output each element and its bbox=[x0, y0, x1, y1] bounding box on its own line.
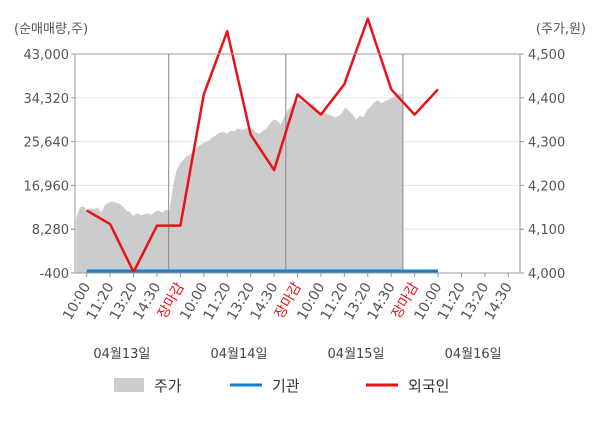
y-right-axis-label: (주가,원) bbox=[536, 22, 586, 37]
y-left-tick-label: 25,640 bbox=[24, 136, 70, 151]
price-area bbox=[76, 93, 403, 274]
y-left-tick-label: 16,960 bbox=[24, 179, 70, 194]
y-left-tick-label: 34,320 bbox=[24, 92, 70, 107]
y-right-tick-label: 4,500 bbox=[528, 48, 565, 63]
y-right-tick-label: 4,200 bbox=[528, 179, 565, 194]
legend: 주가 기관 외국인 bbox=[114, 377, 449, 395]
legend-price-swatch bbox=[114, 378, 144, 392]
date-label: 04월13일 bbox=[93, 347, 150, 362]
y-left-tick-label: 8,280 bbox=[32, 223, 69, 238]
y-right-tick-label: 4,000 bbox=[528, 267, 565, 282]
y-right-tick-label: 4,400 bbox=[528, 92, 565, 107]
y-right-tick-label: 4,100 bbox=[528, 223, 565, 238]
date-label: 04월15일 bbox=[328, 347, 385, 362]
date-labels: 04월13일 04월14일 04월15일 04월16일 bbox=[93, 347, 501, 362]
date-label: 04월14일 bbox=[210, 347, 267, 362]
y-right-ticks: 4,500 4,400 4,300 4,200 4,100 4,000 bbox=[528, 48, 565, 282]
legend-price-label: 주가 bbox=[154, 377, 182, 395]
y-right-tick-label: 4,300 bbox=[528, 136, 565, 151]
y-left-ticks: 43,000 34,320 25,640 16,960 8,280 -400 bbox=[24, 48, 70, 282]
y-left-axis-label: (순매매량,주) bbox=[14, 22, 88, 37]
day-separators bbox=[168, 54, 404, 273]
x-ticks: 10:0011:2013:2014:30장마감10:0011:2013:2014… bbox=[60, 273, 516, 323]
y-left-tick-label: -400 bbox=[39, 267, 69, 282]
legend-institution-label: 기관 bbox=[272, 377, 300, 395]
date-label: 04월16일 bbox=[445, 347, 502, 362]
y-left-tick-label: 43,000 bbox=[24, 48, 70, 63]
legend-foreign-label: 외국인 bbox=[408, 377, 449, 395]
